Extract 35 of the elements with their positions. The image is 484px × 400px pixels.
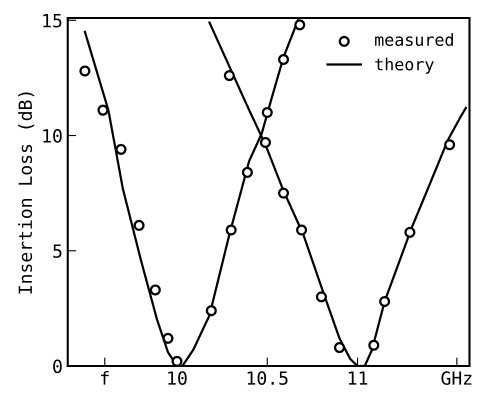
point xyxy=(162,332,174,344)
point xyxy=(278,54,290,65)
point xyxy=(171,356,182,366)
point xyxy=(242,166,253,178)
y-tick-label: 15 xyxy=(43,14,62,28)
point xyxy=(224,70,235,82)
y-tick-label: 10 xyxy=(43,129,62,143)
point xyxy=(260,136,271,148)
point xyxy=(79,66,90,77)
y-tick-label: 5 xyxy=(53,244,62,258)
point xyxy=(379,296,390,307)
y-tick-label: 0 xyxy=(53,360,62,374)
point xyxy=(97,104,108,116)
point xyxy=(226,224,237,236)
x-tick-label: GHz xyxy=(441,371,472,385)
point xyxy=(206,305,217,316)
point xyxy=(444,139,456,150)
point xyxy=(116,144,127,155)
x-tick-label: 11 xyxy=(348,372,368,385)
point xyxy=(134,220,145,231)
legend-label: measured xyxy=(375,33,453,46)
point xyxy=(294,19,306,30)
point xyxy=(368,340,380,351)
point xyxy=(278,188,290,199)
x-tick-label: 10 xyxy=(168,371,187,385)
point xyxy=(316,291,327,302)
point xyxy=(296,224,308,236)
y-axis-title: Insertion Loss (dB) xyxy=(18,92,34,294)
point xyxy=(150,284,161,296)
point xyxy=(404,226,416,238)
x-tick-label: f xyxy=(101,370,109,385)
point xyxy=(334,342,345,354)
x-tick-label: 10.5 xyxy=(248,371,288,385)
point xyxy=(262,106,273,118)
legend-label: theory xyxy=(375,58,434,74)
